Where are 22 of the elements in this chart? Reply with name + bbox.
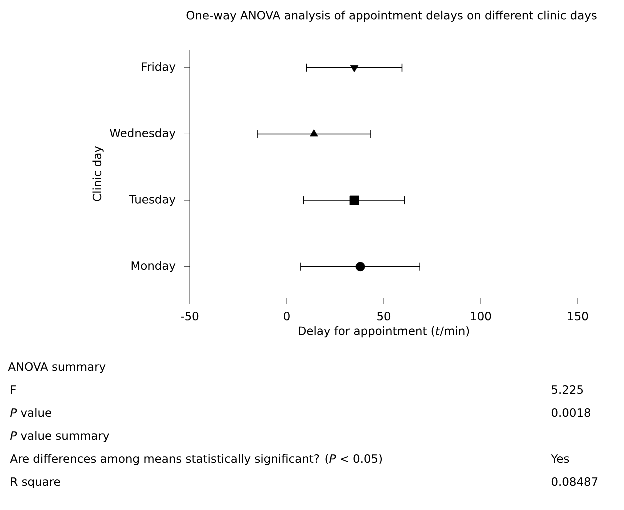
x-tick-label: 50 <box>378 312 391 321</box>
x-tick-label: -50 <box>181 312 199 321</box>
y-axis-title: Clinic day <box>92 146 104 202</box>
y-tick-label: Friday <box>142 62 176 74</box>
x-tick-label: 0 <box>284 312 290 321</box>
x-tick-label: 100 <box>471 312 492 321</box>
text: Yes <box>551 454 570 464</box>
text: Are differences among means statistically significant? (P < 0.05) <box>10 454 382 466</box>
x-axis-title: Delay for appointment (t/min) <box>298 326 470 338</box>
y-tick-label: Monday <box>132 261 176 272</box>
text: P value summary <box>10 431 110 442</box>
x-tick-label: 150 <box>568 312 588 321</box>
chart-title: One-way ANOVA analysis of appointment delays on different clinic days <box>186 10 597 22</box>
text: F <box>11 386 16 394</box>
text: 5.225 <box>552 386 583 394</box>
text: P value <box>10 408 52 418</box>
text: R square <box>11 478 60 488</box>
text: 0.0018 <box>552 408 590 418</box>
text: 0.08487 <box>552 478 598 486</box>
text: ANOVA summary <box>8 362 106 374</box>
y-tick-label: Tuesday <box>129 194 176 206</box>
y-tick-label: Wednesday <box>110 128 176 140</box>
